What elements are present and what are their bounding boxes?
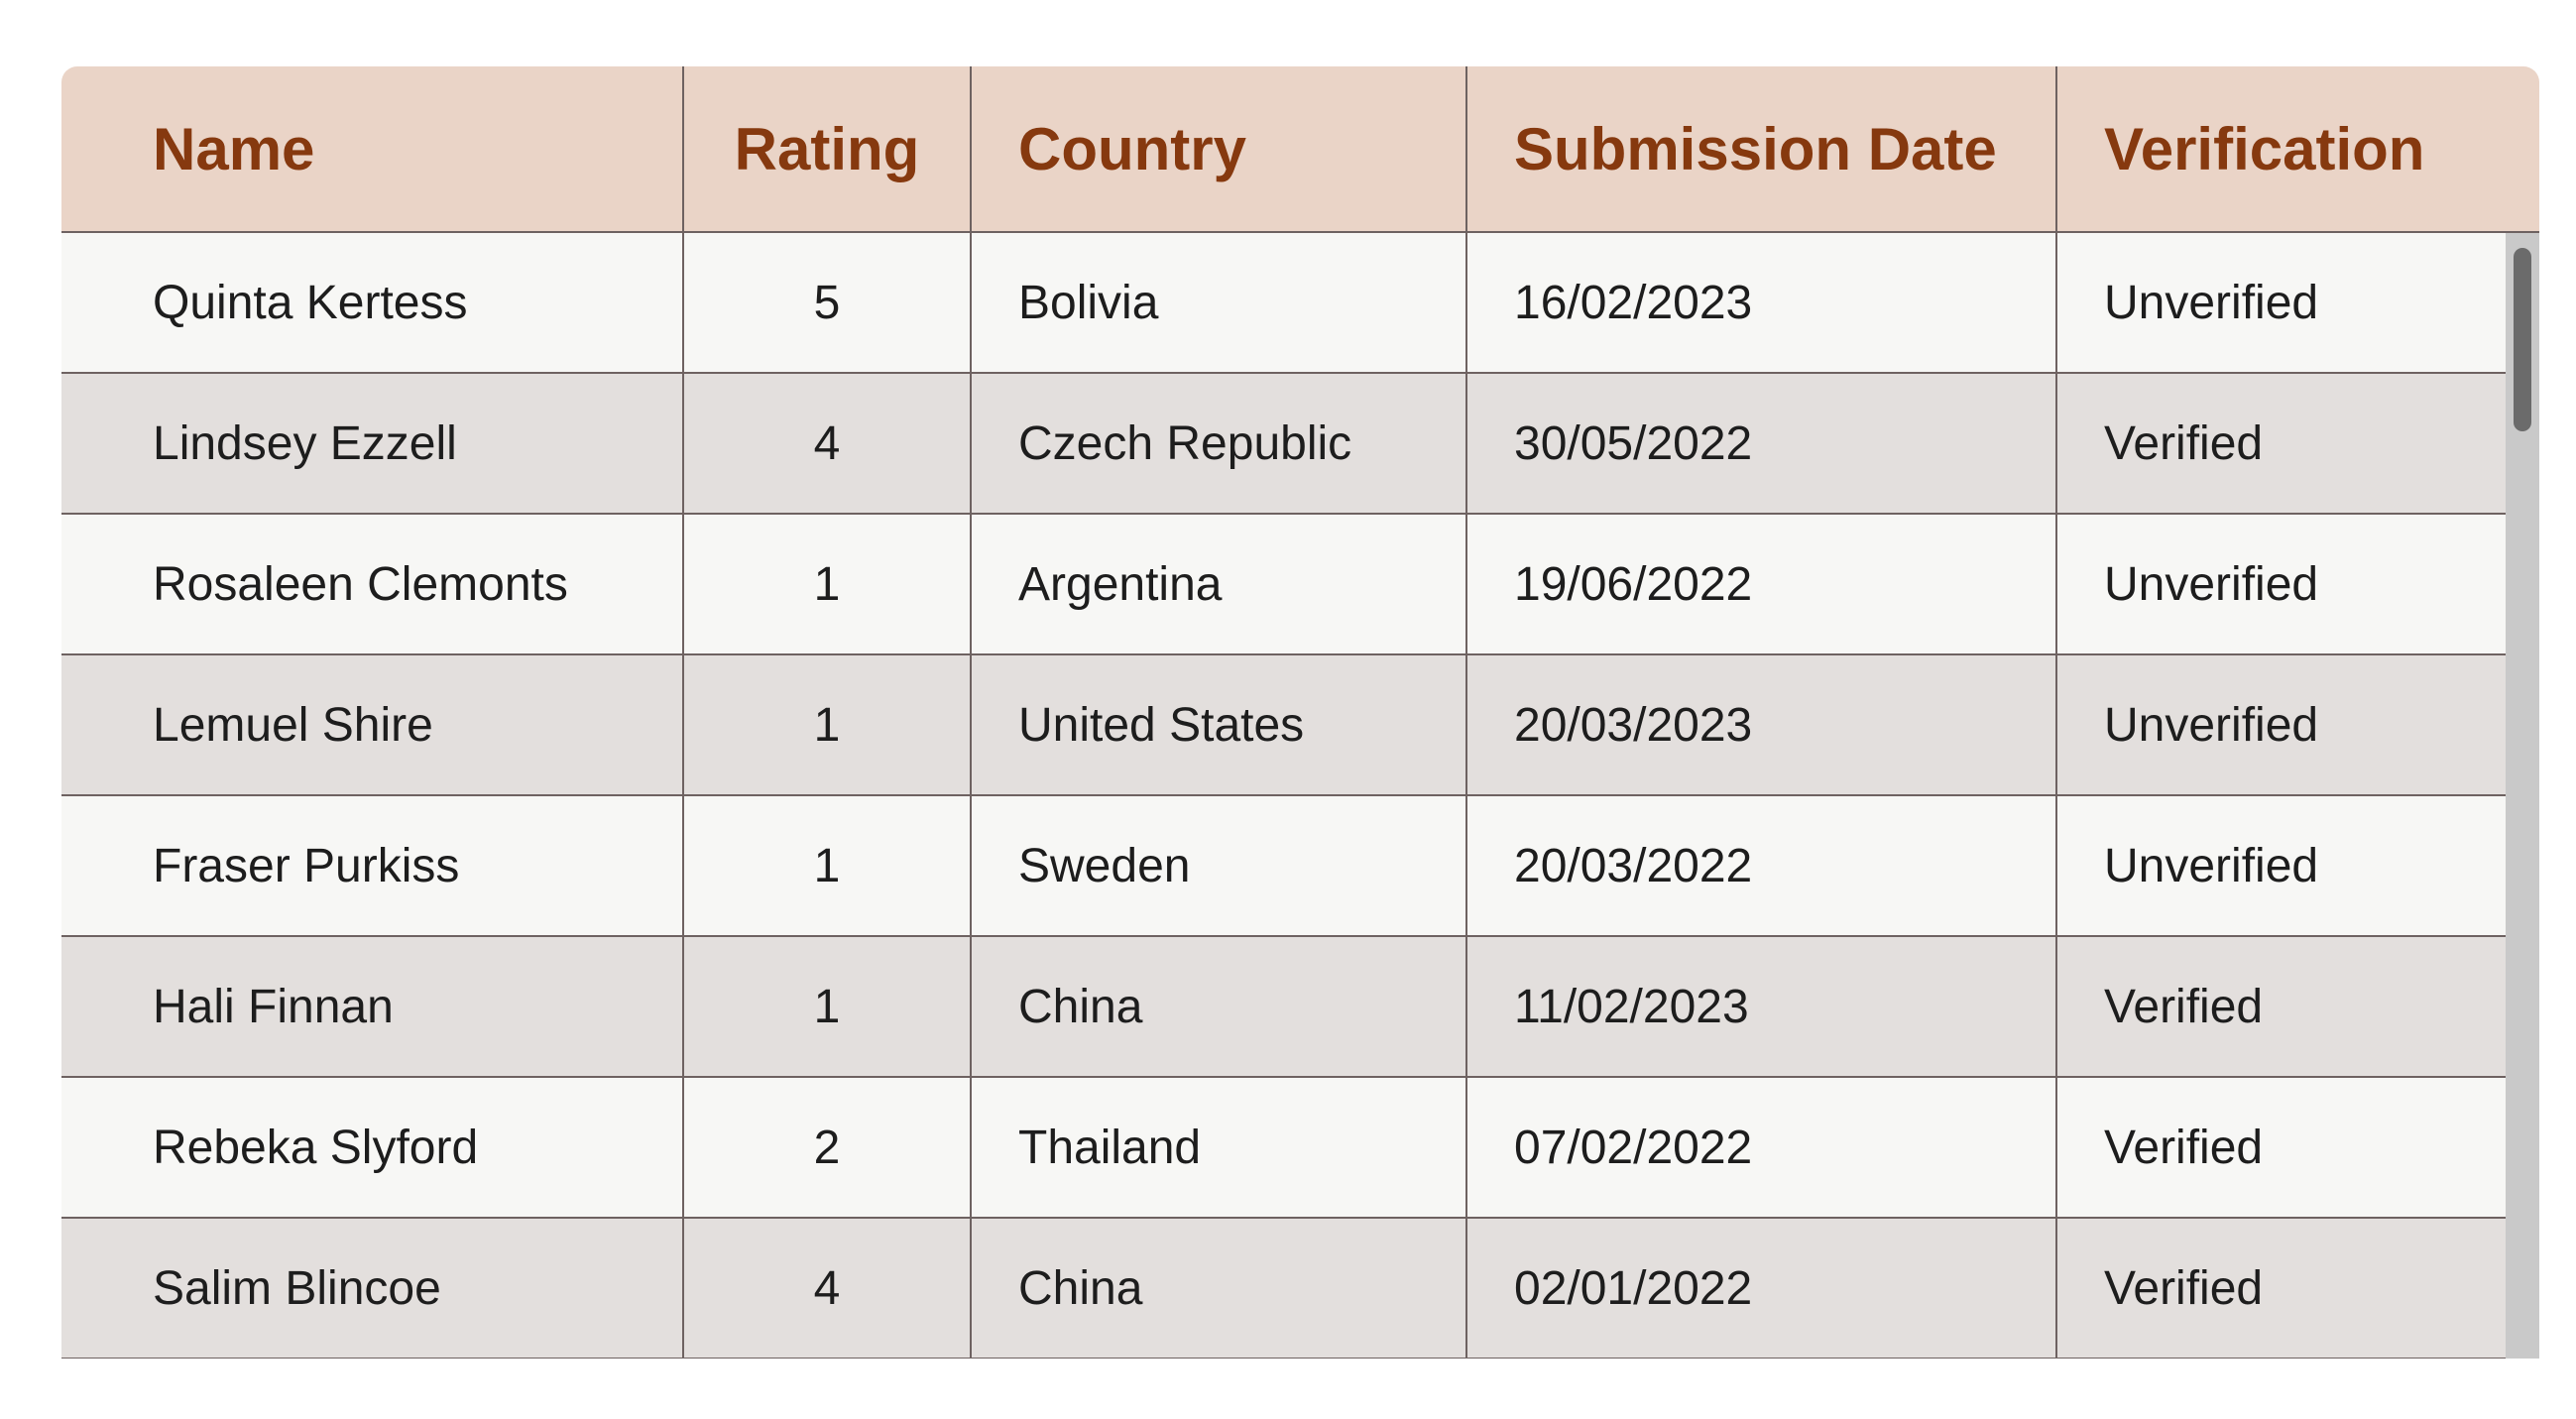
cell-rating: 1 [682, 795, 971, 937]
cell-country: Thailand [970, 1077, 1466, 1219]
table-row[interactable]: Lemuel Shire 1 United States 20/03/2023 Unve… [61, 654, 2539, 796]
cell-verification: Unverified [2055, 232, 2539, 374]
cell-verification: Verified [2055, 936, 2539, 1078]
table-row[interactable]: Hali Finnan 1 China 11/02/2023 Verified [61, 936, 2539, 1078]
table-row[interactable]: Lindsey Ezzell 4 Czech Republic 30/05/2022 V… [61, 373, 2539, 515]
cell-rating: 1 [682, 936, 971, 1078]
cell-name: Quinta Kertess [61, 232, 683, 374]
cell-name: Fraser Purkiss [61, 795, 683, 937]
column-header-submission-date[interactable]: Submission Date [1465, 66, 2056, 233]
cell-rating: 1 [682, 514, 971, 655]
cell-country: United States [970, 654, 1466, 796]
cell-submission-date: 16/02/2023 [1465, 232, 2056, 374]
cell-submission-date: 30/05/2022 [1465, 373, 2056, 515]
cell-country: China [970, 1218, 1466, 1359]
cell-verification: Unverified [2055, 514, 2539, 655]
table-row[interactable]: Rosaleen Clemonts 1 Argentina 19/06/2022 Unv… [61, 514, 2539, 655]
cell-rating: 1 [682, 654, 971, 796]
table-row[interactable]: Rebeka Slyford 2 Thailand 07/02/2022 Verifie… [61, 1077, 2539, 1219]
cell-submission-date: 20/03/2023 [1465, 654, 2056, 796]
cell-verification: Verified [2055, 1218, 2539, 1359]
data-table: Name Rating Country Submission Date Veri… [61, 66, 2539, 1359]
table-header: Name Rating Country Submission Date Veri… [61, 66, 2539, 233]
cell-country: China [970, 936, 1466, 1078]
cell-country: Bolivia [970, 232, 1466, 374]
cell-rating: 4 [682, 373, 971, 515]
cell-country: Sweden [970, 795, 1466, 937]
scrollbar-thumb[interactable] [2514, 248, 2531, 431]
cell-name: Hali Finnan [61, 936, 683, 1078]
cell-rating: 2 [682, 1077, 971, 1219]
column-header-verification[interactable]: Verification [2055, 66, 2539, 233]
cell-rating: 5 [682, 232, 971, 374]
cell-verification: Verified [2055, 373, 2539, 515]
data-table-container: Name Rating Country Submission Date Veri… [61, 66, 2539, 1359]
cell-name: Lemuel Shire [61, 654, 683, 796]
cell-name: Salim Blincoe [61, 1218, 683, 1359]
column-header-country[interactable]: Country [970, 66, 1466, 233]
table-row[interactable]: Salim Blincoe 4 China 02/01/2022 Verified [61, 1218, 2539, 1359]
cell-name: Rosaleen Clemonts [61, 514, 683, 655]
column-header-rating[interactable]: Rating [682, 66, 971, 233]
table-row[interactable]: Quinta Kertess 5 Bolivia 16/02/2023 Unverifi… [61, 232, 2539, 374]
cell-submission-date: 19/06/2022 [1465, 514, 2056, 655]
column-header-name[interactable]: Name [61, 66, 683, 233]
cell-submission-date: 07/02/2022 [1465, 1077, 2056, 1219]
cell-name: Rebeka Slyford [61, 1077, 683, 1219]
vertical-scrollbar[interactable] [2506, 233, 2539, 1359]
header-row: Name Rating Country Submission Date Veri… [61, 66, 2539, 233]
cell-submission-date: 20/03/2022 [1465, 795, 2056, 937]
cell-rating: 4 [682, 1218, 971, 1359]
cell-name: Lindsey Ezzell [61, 373, 683, 515]
cell-submission-date: 11/02/2023 [1465, 936, 2056, 1078]
cell-country: Czech Republic [970, 373, 1466, 515]
cell-verification: Verified [2055, 1077, 2539, 1219]
cell-verification: Unverified [2055, 795, 2539, 937]
table-body: Quinta Kertess 5 Bolivia 16/02/2023 Unverifi… [61, 232, 2539, 1359]
cell-verification: Unverified [2055, 654, 2539, 796]
cell-submission-date: 02/01/2022 [1465, 1218, 2056, 1359]
table-row[interactable]: Fraser Purkiss 1 Sweden 20/03/2022 Unverifie… [61, 795, 2539, 937]
cell-country: Argentina [970, 514, 1466, 655]
